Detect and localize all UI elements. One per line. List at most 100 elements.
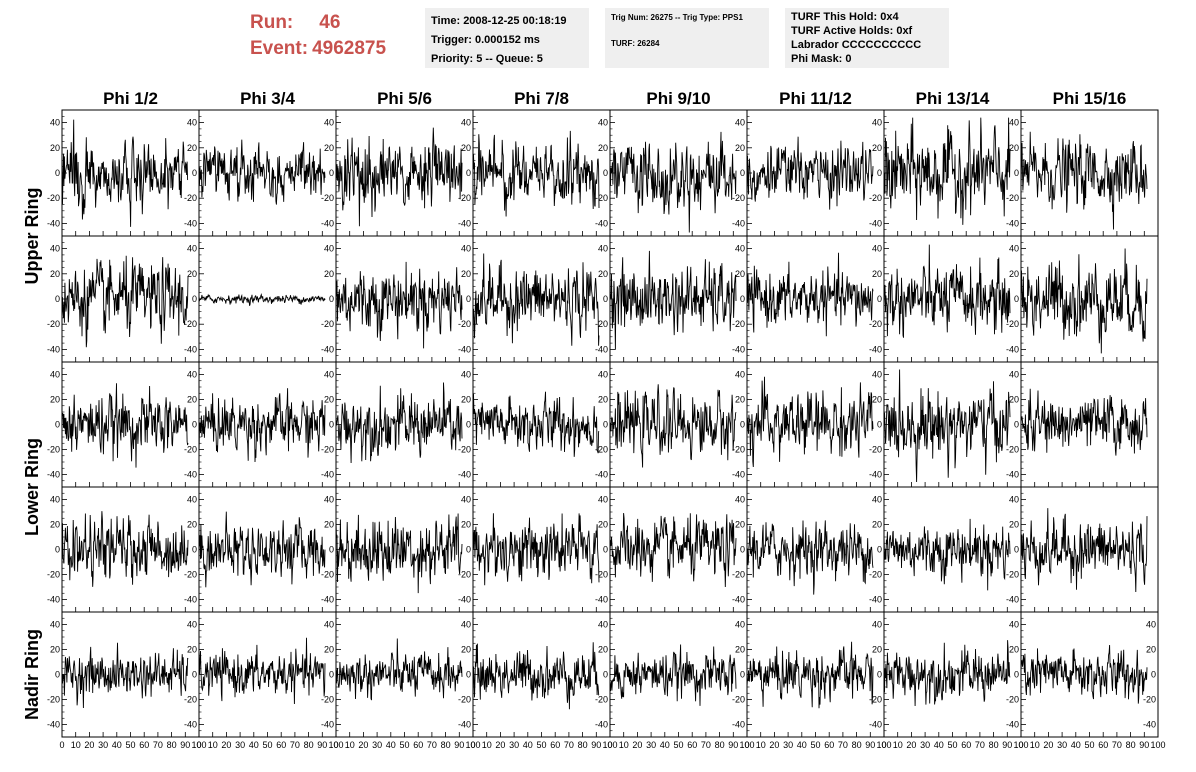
x-tick-label: 50	[262, 740, 272, 750]
turf-active-text: TURF Active Holds: 0xf	[791, 25, 913, 37]
y-tick-label: -40	[47, 344, 60, 354]
waveform-trace	[335, 127, 463, 227]
y-tick-label: 40	[735, 620, 745, 630]
x-tick-label: 90	[591, 740, 601, 750]
y-tick-label: 40	[598, 495, 608, 505]
y-tick-label: 20	[50, 395, 60, 405]
y-tick-label: 0	[466, 420, 471, 430]
y-tick-label: 0	[466, 168, 471, 178]
y-tick-label: 40	[50, 118, 60, 128]
y-tick-label: -20	[1006, 445, 1019, 455]
y-tick-label: -20	[458, 695, 471, 705]
x-tick-label: 0	[59, 740, 64, 750]
y-tick-label: -40	[321, 720, 334, 730]
x-tick-label: 20	[84, 740, 94, 750]
y-tick-label: -20	[321, 193, 334, 203]
y-tick-label: -20	[732, 570, 745, 580]
waveform-trace	[61, 642, 189, 709]
y-tick-label: 0	[740, 545, 745, 555]
x-tick-label: 20	[1043, 740, 1053, 750]
y-tick-label: 20	[324, 520, 334, 530]
panel-frame	[609, 109, 748, 237]
y-tick-label: -40	[732, 218, 745, 228]
waveform-trace	[609, 384, 737, 468]
y-tick-label: -40	[47, 595, 60, 605]
x-tick-label: 70	[975, 740, 985, 750]
y-tick-label: 40	[1009, 118, 1019, 128]
column-title: Phi 3/4	[240, 89, 295, 108]
y-tick-label: 20	[1009, 395, 1019, 405]
x-tick-label: 10	[208, 740, 218, 750]
y-tick-label: 20	[324, 645, 334, 655]
y-tick-label: -20	[595, 193, 608, 203]
y-tick-label: 20	[735, 395, 745, 405]
y-tick-label: -20	[732, 445, 745, 455]
y-tick-label: 40	[872, 244, 882, 254]
turf-hold-text: TURF This Hold: 0x4	[791, 11, 899, 23]
y-tick-label: 20	[187, 143, 197, 153]
x-tick-label: 70	[564, 740, 574, 750]
y-tick-label: -20	[458, 193, 471, 203]
run-label: Run:	[250, 12, 294, 33]
y-tick-label: 20	[735, 269, 745, 279]
waveform-trace	[883, 117, 1011, 225]
y-tick-label-right: 20	[1146, 645, 1156, 655]
y-tick-label: 0	[1014, 168, 1019, 178]
waveform-trace	[198, 139, 326, 205]
y-tick-label: -40	[184, 470, 197, 480]
y-tick-label: -20	[321, 695, 334, 705]
y-tick-label-right: -40	[1143, 720, 1156, 730]
panel-frame	[1020, 486, 1159, 613]
y-tick-label: 0	[192, 545, 197, 555]
y-tick-label: -40	[732, 720, 745, 730]
waveform-trace	[746, 136, 874, 210]
y-tick-label: 0	[466, 670, 471, 680]
y-tick-label: -20	[1006, 570, 1019, 580]
column-title: Phi 1/2	[103, 89, 158, 108]
x-tick-label: 0	[196, 740, 201, 750]
y-tick-label: 40	[735, 370, 745, 380]
y-tick-label: 40	[324, 118, 334, 128]
waveform-trace	[1020, 388, 1148, 456]
x-tick-label: 90	[317, 740, 327, 750]
y-tick-label: -20	[595, 445, 608, 455]
waveform-trace	[746, 641, 874, 709]
y-tick-label: 0	[55, 294, 60, 304]
x-tick-label: 0	[470, 740, 475, 750]
y-tick-label: -40	[47, 218, 60, 228]
x-tick-label: 90	[454, 740, 464, 750]
y-tick-label: -20	[47, 319, 60, 329]
x-tick-label: 40	[797, 740, 807, 750]
row-title: Lower Ring	[22, 438, 42, 536]
y-tick-label: 40	[324, 370, 334, 380]
x-tick-label: 80	[852, 740, 862, 750]
x-tick-label: 100	[739, 740, 754, 750]
x-tick-label: 80	[715, 740, 725, 750]
event-label: Event:	[250, 38, 309, 59]
y-tick-label: 0	[740, 168, 745, 178]
x-tick-label: 70	[290, 740, 300, 750]
y-tick-label: 20	[598, 269, 608, 279]
y-tick-label: 20	[461, 143, 471, 153]
waveform-trace	[61, 255, 189, 348]
y-tick-label: -40	[184, 344, 197, 354]
labrador-text: Labrador CCCCCCCCCC	[791, 39, 922, 51]
turf-text: TURF: 26284	[611, 39, 660, 48]
y-tick-label: 20	[735, 645, 745, 655]
y-tick-label: 40	[187, 118, 197, 128]
x-tick-label: 20	[221, 740, 231, 750]
x-tick-label: 20	[495, 740, 505, 750]
y-tick-label: 0	[603, 168, 608, 178]
x-tick-label: 100	[465, 740, 480, 750]
y-tick-label: 40	[872, 370, 882, 380]
y-tick-label: 20	[324, 143, 334, 153]
y-tick-label: -20	[869, 193, 882, 203]
x-tick-label: 10	[345, 740, 355, 750]
x-tick-label: 20	[358, 740, 368, 750]
y-tick-label: 0	[329, 545, 334, 555]
y-tick-label: -40	[47, 470, 60, 480]
y-tick-label: -20	[1006, 695, 1019, 705]
x-tick-label: 40	[386, 740, 396, 750]
y-tick-label: -40	[595, 344, 608, 354]
